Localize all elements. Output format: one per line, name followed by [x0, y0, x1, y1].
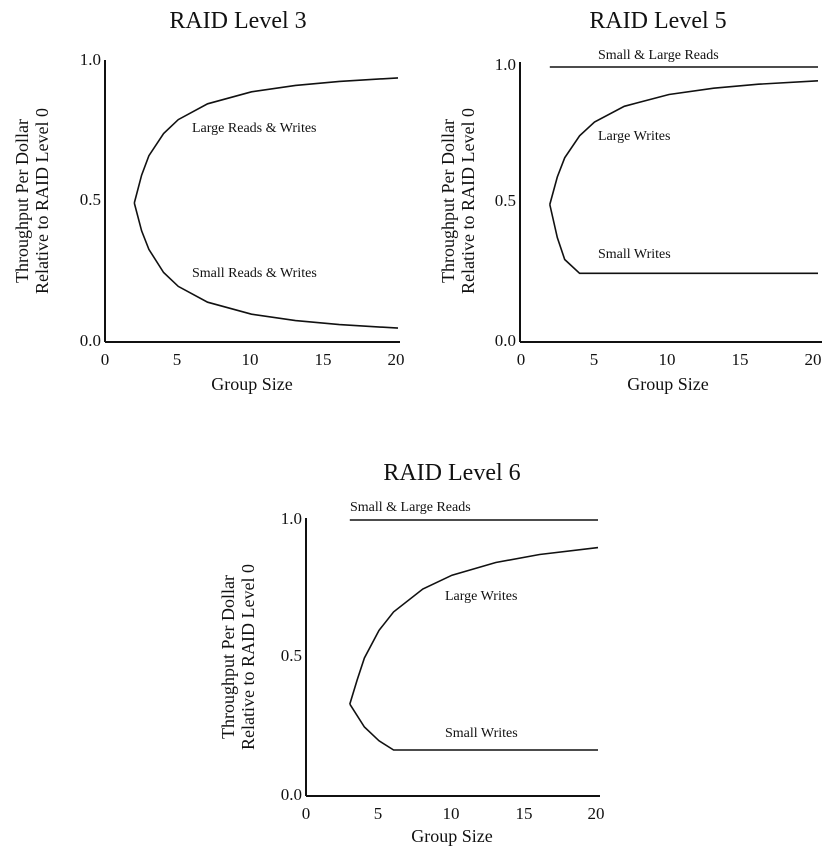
- x-tick-label: 20: [388, 350, 405, 369]
- chart-title: RAID Level 3: [169, 8, 306, 34]
- y-tick-label: 0.0: [495, 331, 516, 350]
- chart-title: RAID Level 6: [383, 460, 520, 486]
- chart-title: RAID Level 5: [589, 8, 726, 34]
- annotation-small-large-reads: Small & Large Reads: [598, 48, 719, 63]
- series-line-large-reads-writes: [133, 77, 399, 204]
- x-tick-label: 10: [659, 350, 676, 369]
- annotation-small-writes: Small Writes: [598, 247, 671, 262]
- y-tick-label: 0.5: [495, 191, 516, 210]
- annotation-small-writes: Small Writes: [445, 726, 518, 741]
- y-tick-label: 1.0: [281, 509, 302, 528]
- x-tick-label: 15: [516, 804, 533, 823]
- x-tick-label: 5: [173, 350, 182, 369]
- x-tick-label: 5: [590, 350, 599, 369]
- annotation-small-reads-writes: Small Reads & Writes: [192, 266, 317, 281]
- annotation-small-large-reads: Small & Large Reads: [350, 500, 471, 515]
- series-line-small-writes: [349, 703, 598, 751]
- y-axis-label: Throughput Per Dollar Relative to RAID L…: [218, 564, 258, 750]
- annotation-large-writes: Large Writes: [598, 129, 670, 144]
- y-axis-label-line-1: Throughput Per Dollar: [218, 575, 238, 739]
- x-axis-label: Group Size: [411, 826, 492, 846]
- x-tick-label: 15: [315, 350, 332, 369]
- chart-raid-5: RAID Level 5 Throughput Per Dollar Relat…: [438, 8, 822, 394]
- x-tick-label: 15: [732, 350, 749, 369]
- y-tick-label: 1.0: [80, 50, 101, 69]
- x-tick-label: 10: [443, 804, 460, 823]
- chart-raid-6: RAID Level 6 Throughput Per Dollar Relat…: [218, 460, 605, 846]
- y-axis-label-line-1: Throughput Per Dollar: [438, 119, 458, 283]
- x-tick-label: 0: [517, 350, 526, 369]
- chart-raid-3: RAID Level 3 Throughput Per Dollar Relat…: [12, 8, 405, 394]
- x-tick-label: 5: [374, 804, 383, 823]
- series-line-large-writes: [349, 546, 599, 705]
- y-axis-label-line-2: Relative to RAID Level 0: [458, 108, 478, 294]
- x-axis-label: Group Size: [211, 374, 292, 394]
- y-axis-label-line-2: Relative to RAID Level 0: [32, 108, 52, 294]
- annotation-large-reads-writes: Large Reads & Writes: [192, 121, 317, 136]
- x-axis-label: Group Size: [627, 374, 708, 394]
- y-tick-label: 0.0: [80, 331, 101, 350]
- x-tick-label: 20: [805, 350, 822, 369]
- x-tick-label: 0: [101, 350, 110, 369]
- x-tick-label: 10: [242, 350, 259, 369]
- y-tick-label: 0.0: [281, 785, 302, 804]
- series-line-small-writes: [549, 204, 818, 275]
- x-tick-label: 0: [302, 804, 311, 823]
- y-axis-label-line-1: Throughput Per Dollar: [12, 119, 32, 283]
- y-tick-label: 1.0: [495, 55, 516, 74]
- y-axis-label: Throughput Per Dollar Relative to RAID L…: [12, 108, 52, 294]
- series-line-large-writes: [549, 80, 819, 205]
- y-axis-label: Throughput Per Dollar Relative to RAID L…: [438, 108, 478, 294]
- y-tick-label: 0.5: [80, 190, 101, 209]
- series-line-small-reads-writes: [133, 202, 399, 329]
- annotation-large-writes: Large Writes: [445, 589, 517, 604]
- x-tick-label: 20: [588, 804, 605, 823]
- y-tick-label: 0.5: [281, 646, 302, 665]
- y-axis-label-line-2: Relative to RAID Level 0: [238, 564, 258, 750]
